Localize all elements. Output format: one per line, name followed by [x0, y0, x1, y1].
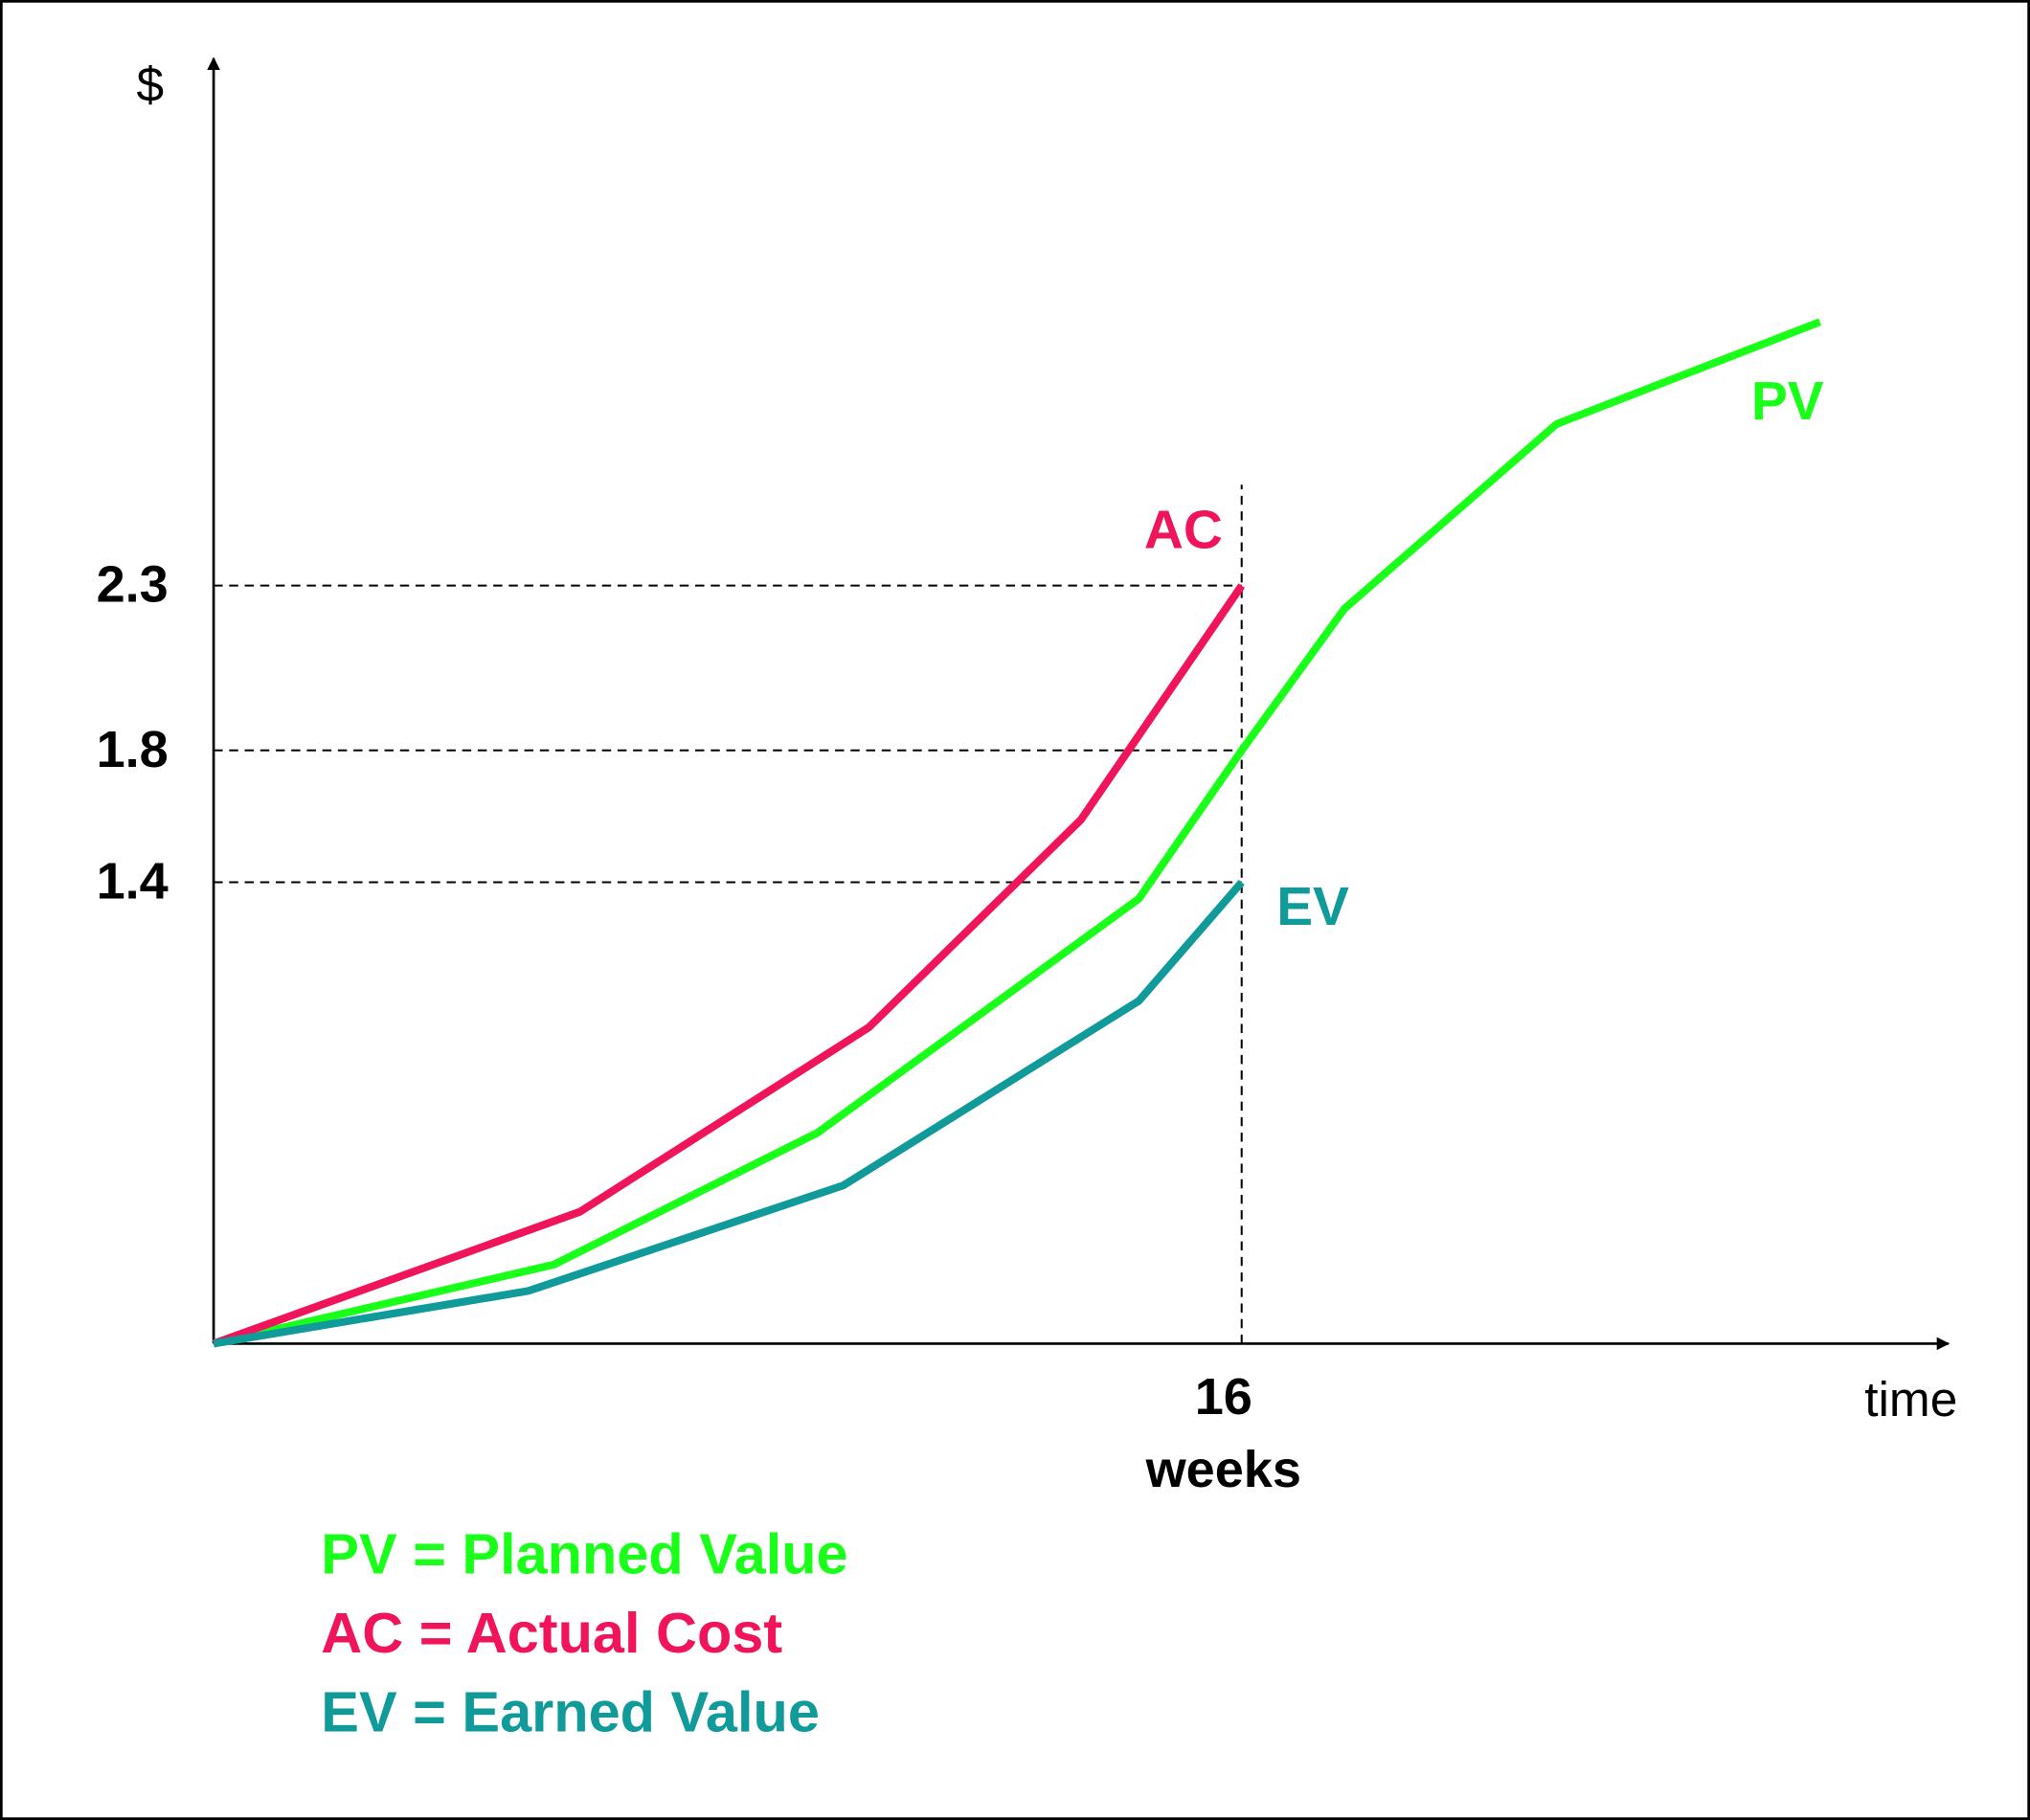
line	[213, 879, 1245, 1348]
line-label: EV	[1276, 877, 1349, 937]
line-label: PV	[1751, 371, 1824, 432]
line	[213, 318, 1822, 1348]
y-tick-label: 1.4	[97, 852, 169, 910]
legend-entry: PV = Planned Value	[321, 1522, 847, 1586]
line-label: AC	[1144, 501, 1223, 561]
x-axis-label: time	[1864, 1371, 1957, 1427]
y-tick-label: 1.8	[97, 721, 169, 778]
x-unit-label: weeks	[1145, 1441, 1301, 1498]
line	[212, 583, 1246, 1348]
y-tick-label: 2.3	[97, 556, 169, 614]
y-axis-label: $	[137, 56, 165, 112]
x-tick-label: 16	[1195, 1368, 1252, 1426]
legend-entry: AC = Actual Cost	[321, 1601, 782, 1665]
legend-entry: EV = Earned Value	[321, 1680, 820, 1744]
